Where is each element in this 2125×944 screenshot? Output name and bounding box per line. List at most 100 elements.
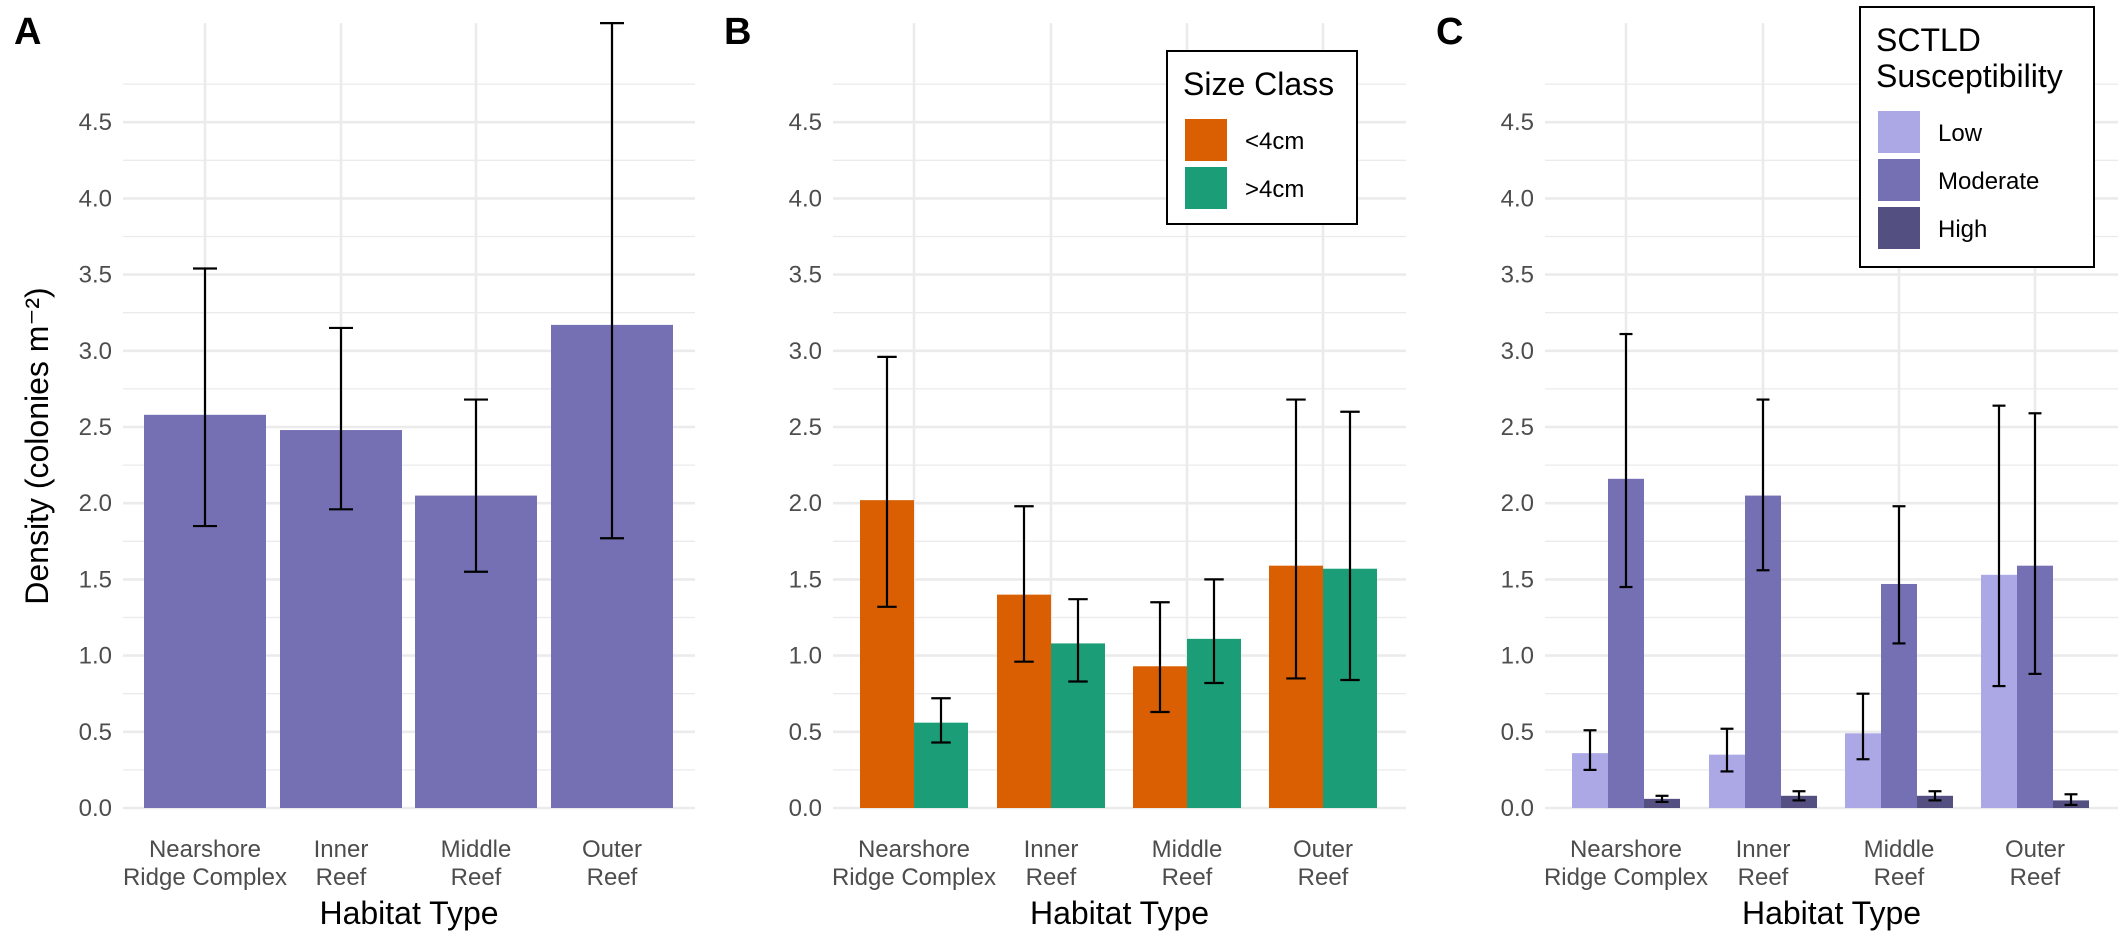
y-tick-label: 1.0 — [789, 643, 822, 670]
x-tick-label: Inner — [314, 836, 369, 863]
x-tick-label: Reef — [2010, 864, 2061, 891]
y-tick-label: 2.5 — [1501, 414, 1534, 441]
y-tick-label: 1.5 — [789, 566, 822, 593]
legend-swatch — [1878, 207, 1920, 249]
y-tick-label: 4.5 — [79, 109, 112, 136]
error-bar — [2064, 793, 2078, 807]
y-tick-label: 2.0 — [79, 490, 112, 517]
legend-label: Low — [1938, 120, 1983, 147]
error-bar — [1204, 578, 1224, 685]
y-tick-label: 0.0 — [1501, 795, 1534, 822]
x-tick-label: Reef — [587, 864, 638, 891]
y-tick-label: 0.5 — [1501, 719, 1534, 746]
legend-title: SCTLD — [1876, 22, 1981, 58]
x-tick-label: Inner — [1736, 836, 1791, 863]
legend-label: High — [1938, 216, 1987, 243]
x-tick-label: Middle — [1864, 836, 1935, 863]
error-bar — [1068, 598, 1088, 683]
legend-key: >4cm — [1185, 167, 1304, 209]
bar-high-3 — [1917, 795, 1953, 808]
error-bar — [1619, 332, 1633, 589]
x-tick-label: Reef — [1298, 864, 1349, 891]
error-bar — [464, 398, 488, 573]
y-tick-label: 3.5 — [789, 262, 822, 289]
error-bar — [1992, 404, 2006, 688]
y-tick-label: 2.0 — [1501, 490, 1534, 517]
error-bar — [1150, 601, 1170, 714]
y-tick-label: 4.0 — [789, 185, 822, 212]
y-tick-label: 0.5 — [79, 719, 112, 746]
x-tick-label: Outer — [1293, 836, 1353, 863]
legend: Size Class <4cm >4cm — [1166, 50, 1358, 225]
x-tick-label: Ridge Complex — [123, 864, 287, 891]
x-tick-label: Middle — [1152, 836, 1223, 863]
x-tick-label: Reef — [1738, 864, 1789, 891]
error-bar — [1014, 505, 1034, 663]
legend-title: Susceptibility — [1876, 58, 2063, 94]
x-tick-label: Outer — [2005, 836, 2065, 863]
error-bar — [1655, 794, 1669, 804]
y-tick-label: 2.0 — [789, 490, 822, 517]
y-tick-label: 3.5 — [1501, 262, 1534, 289]
legend-label: <4cm — [1245, 128, 1304, 155]
y-tick-label: 2.5 — [79, 414, 112, 441]
x-tick-label: Ridge Complex — [1544, 864, 1708, 891]
error-bar — [877, 355, 897, 608]
error-bar — [931, 697, 951, 744]
x-axis-title: Habitat Type — [1742, 895, 1921, 931]
y-tick-label: 0.5 — [789, 719, 822, 746]
y-tick-label: 3.0 — [79, 338, 112, 365]
legend-label: >4cm — [1245, 176, 1304, 203]
y-tick-label: 3.0 — [789, 338, 822, 365]
panel-tag: A — [14, 11, 41, 53]
panel-tag: B — [724, 11, 751, 53]
legend-swatch — [1878, 111, 1920, 153]
x-tick-label: Reef — [1874, 864, 1925, 891]
y-tick-label: 3.0 — [1501, 338, 1534, 365]
x-tick-label: Nearshore — [858, 836, 970, 863]
y-tick-label: 0.0 — [789, 795, 822, 822]
bars — [860, 355, 1377, 808]
y-tick-label: 1.0 — [79, 643, 112, 670]
y-tick-label: 1.5 — [1501, 566, 1534, 593]
error-bar — [1286, 398, 1306, 680]
legend-key: Moderate — [1878, 159, 2039, 201]
x-axis-title: Habitat Type — [319, 895, 498, 931]
legend-key: High — [1878, 207, 1987, 249]
y-tick-label: 3.5 — [79, 262, 112, 289]
error-bar — [2028, 412, 2042, 675]
y-tick-label: 1.5 — [79, 566, 112, 593]
x-tick-label: Inner — [1024, 836, 1079, 863]
x-tick-label: Reef — [316, 864, 367, 891]
legend-swatch — [1185, 167, 1227, 209]
legend-title: Size Class — [1183, 66, 1334, 102]
x-tick-label: Ridge Complex — [832, 864, 996, 891]
x-tick-label: Reef — [1026, 864, 1077, 891]
error-bar — [1928, 790, 1942, 802]
error-bar — [1340, 410, 1360, 682]
legend-swatch — [1185, 119, 1227, 161]
panel-tag: C — [1436, 11, 1463, 53]
bar-high-1 — [1644, 798, 1680, 808]
x-tick-label: Outer — [582, 836, 642, 863]
error-bar — [1892, 505, 1906, 645]
x-axis-title: Habitat Type — [1030, 895, 1209, 931]
y-tick-label: 0.0 — [79, 795, 112, 822]
bars — [1572, 332, 2089, 808]
x-tick-label: Middle — [441, 836, 512, 863]
bars — [144, 22, 673, 808]
x-tick-label: Nearshore — [149, 836, 261, 863]
error-bar — [193, 267, 217, 528]
x-tick-label: Reef — [1162, 864, 1213, 891]
bar-high-2 — [1781, 795, 1817, 808]
legend-swatch — [1878, 159, 1920, 201]
y-tick-label: 1.0 — [1501, 643, 1534, 670]
panel-b: 0.00.51.01.52.02.53.03.54.04.5NearshoreR… — [724, 11, 1406, 931]
y-tick-label: 4.0 — [79, 185, 112, 212]
error-bar — [1792, 790, 1806, 802]
error-bar — [1583, 729, 1597, 772]
legend-key: Low — [1878, 111, 1983, 153]
x-tick-label: Nearshore — [1570, 836, 1682, 863]
